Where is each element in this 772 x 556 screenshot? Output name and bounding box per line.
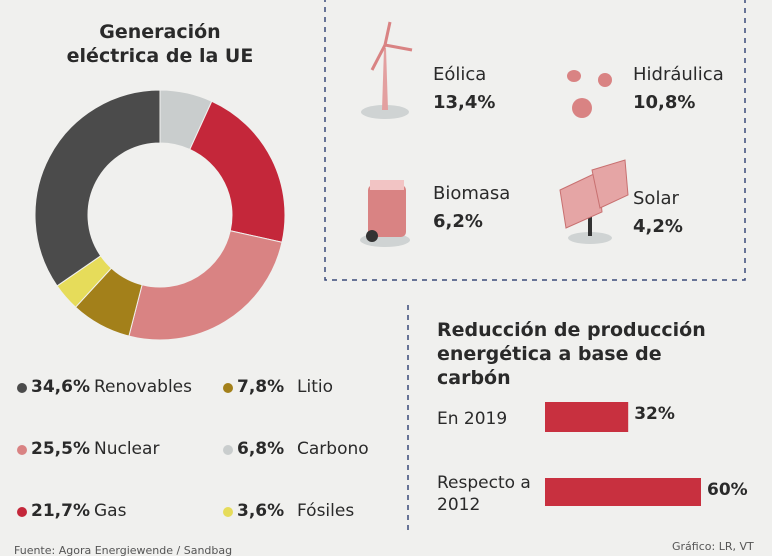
bar-value: 32%: [634, 404, 675, 424]
renewable-name: Solar: [633, 188, 679, 209]
legend-label: Fósiles: [297, 501, 354, 521]
legend-value: 6,8%: [237, 439, 284, 459]
legend-label: Nuclear: [94, 439, 159, 459]
renewable-name: Biomasa: [433, 183, 510, 204]
infographic: Generación eléctrica de la UE Reducción …: [0, 0, 772, 556]
legend-value: 21,7%: [31, 501, 90, 521]
legend-swatch: [223, 383, 233, 393]
legend-label: Carbono: [297, 439, 369, 459]
legend-swatch: [17, 445, 27, 455]
water-icon: [567, 70, 612, 118]
renewable-value: 6,2%: [433, 211, 483, 232]
source: Fuente: Agora Energiewende / Sandbag: [14, 544, 232, 556]
bar-category: Respecto a 2012: [437, 472, 537, 516]
renewable-value: 13,4%: [433, 92, 495, 113]
legend-value: 3,6%: [237, 501, 284, 521]
donut-slice: [129, 231, 282, 340]
donut-slice: [35, 90, 160, 286]
renewable-value: 10,8%: [633, 92, 695, 113]
renewable-name: Hidráulica: [633, 64, 724, 85]
bar: [545, 402, 628, 432]
bar-value: 60%: [707, 480, 748, 500]
credit: Gráfico: LR, VT: [672, 540, 754, 553]
wind-icon: [361, 22, 412, 119]
bar: [545, 478, 701, 506]
legend-swatch: [17, 507, 27, 517]
biomass-icon: [360, 180, 410, 247]
legend-swatch: [223, 507, 233, 517]
renewable-name: Eólica: [433, 64, 486, 85]
donut-slice: [190, 101, 285, 242]
legend-value: 25,5%: [31, 439, 90, 459]
bar-title: Reducción de producción energética a bas…: [437, 318, 737, 390]
legend-label: Renovables: [94, 377, 192, 397]
legend-label: Litio: [297, 377, 333, 397]
legend-value: 34,6%: [31, 377, 90, 397]
solar-icon: [560, 160, 628, 244]
renewable-value: 4,2%: [633, 216, 683, 237]
legend-swatch: [223, 445, 233, 455]
legend-swatch: [17, 383, 27, 393]
bar-category: En 2019: [437, 408, 537, 430]
legend-label: Gas: [94, 501, 126, 521]
donut-title: Generación eléctrica de la UE: [60, 20, 260, 68]
legend-value: 7,8%: [237, 377, 284, 397]
